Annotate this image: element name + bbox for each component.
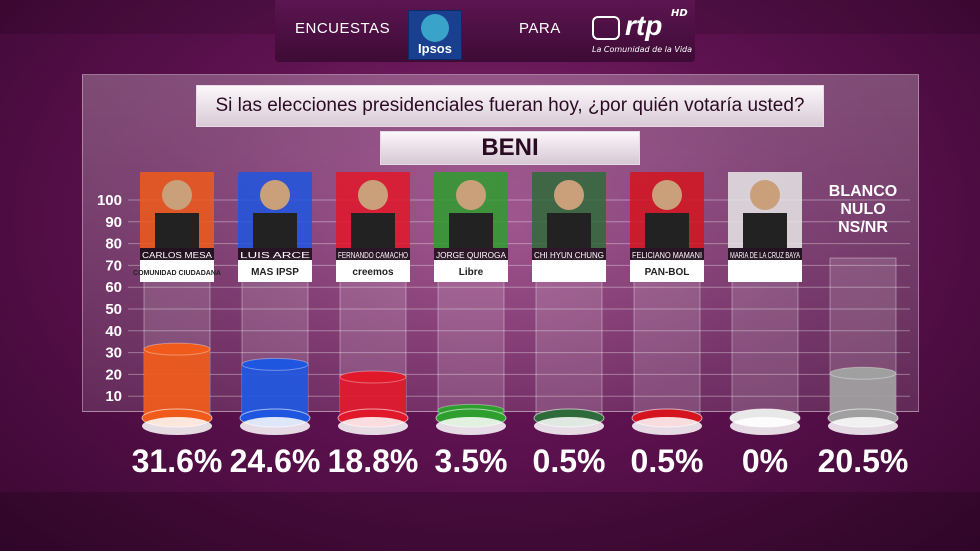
bar-base-rim bbox=[436, 417, 506, 435]
candidate-name: MARIA DE LA CRUZ BAYA bbox=[730, 251, 800, 260]
candidate-suit bbox=[253, 213, 297, 248]
ipsos-mark-icon bbox=[421, 14, 449, 42]
candidate-name-strip bbox=[238, 248, 312, 260]
y-tick-label: 20 bbox=[105, 366, 122, 383]
candidate-suit bbox=[449, 213, 493, 248]
candidate-name-strip bbox=[140, 248, 214, 260]
candidate-face bbox=[750, 180, 780, 210]
bar-base-rim bbox=[730, 417, 800, 435]
rtp-brand: rtp bbox=[625, 10, 663, 41]
party-logo bbox=[336, 260, 410, 282]
candidate-name-strip bbox=[336, 248, 410, 260]
bar-base-rim bbox=[338, 417, 408, 435]
header-bar bbox=[275, 0, 695, 62]
candidate-name-strip bbox=[532, 248, 606, 260]
candidate-name: CHI HYUN CHUNG bbox=[534, 251, 604, 260]
blank-label: BLANCO bbox=[829, 183, 897, 200]
y-tick-label: 70 bbox=[105, 257, 122, 274]
bar-base-rim bbox=[240, 417, 310, 435]
party-logo bbox=[532, 260, 606, 282]
y-tick-label: 60 bbox=[105, 279, 122, 296]
y-tick-label: 10 bbox=[105, 388, 122, 405]
value-label: 24.6% bbox=[230, 443, 321, 479]
candidate-suit bbox=[645, 213, 689, 248]
bar-base-rim bbox=[632, 417, 702, 435]
party-name: PAN-BOL bbox=[645, 267, 690, 278]
candidate-name: FERNANDO CAMACHO bbox=[338, 251, 408, 260]
candidate-suit bbox=[155, 213, 199, 248]
blank-label: NULO bbox=[840, 201, 885, 218]
region-label: BENI bbox=[380, 131, 640, 165]
bar-top bbox=[829, 366, 897, 380]
bar bbox=[144, 349, 210, 418]
candidate-name: FELICIANO MAMANI bbox=[632, 251, 702, 260]
party-logo bbox=[434, 260, 508, 282]
question-title: Si las elecciones presidenciales fueran … bbox=[196, 85, 824, 127]
candidate-face bbox=[358, 180, 388, 210]
y-tick-label: 80 bbox=[105, 236, 122, 253]
candidate-name-strip bbox=[728, 248, 802, 260]
rtp-tagline: La Comunidad de la Vida bbox=[592, 45, 693, 54]
party-logo bbox=[630, 260, 704, 282]
y-tick-label: 50 bbox=[105, 301, 122, 318]
y-tick-label: 40 bbox=[105, 323, 122, 340]
bar-base-rim bbox=[142, 417, 212, 435]
candidate-name-strip bbox=[434, 248, 508, 260]
value-label: 18.8% bbox=[328, 443, 419, 479]
bar-base-rim bbox=[534, 417, 604, 435]
bar-base-rim bbox=[828, 417, 898, 435]
value-label: 0.5% bbox=[631, 443, 704, 479]
value-label: 20.5% bbox=[818, 443, 909, 479]
party-name: creemos bbox=[352, 267, 394, 278]
candidate-name: JORGE QUIROGA bbox=[436, 251, 507, 260]
bottom-band bbox=[0, 492, 980, 551]
ipsos-logo: Ipsos bbox=[408, 10, 462, 60]
rtp-logo: rtp HD La Comunidad de la Vida bbox=[592, 8, 702, 58]
party-name: COMUNIDAD CIUDADANA bbox=[133, 270, 221, 277]
party-logo bbox=[140, 260, 214, 282]
encuestas-label: ENCUESTAS bbox=[295, 20, 391, 37]
rtp-hd-badge: HD bbox=[671, 8, 688, 19]
glass-cylinder bbox=[535, 257, 603, 419]
value-label: 3.5% bbox=[435, 443, 508, 479]
party-logo bbox=[728, 260, 802, 282]
rtp-mark-icon bbox=[592, 16, 620, 40]
bar-top bbox=[339, 370, 407, 384]
value-label: 0% bbox=[742, 443, 788, 479]
y-tick-label: 90 bbox=[105, 214, 122, 231]
candidate-face bbox=[456, 180, 486, 210]
bar-top bbox=[143, 342, 211, 356]
y-tick-label: 30 bbox=[105, 345, 122, 362]
candidate-face bbox=[652, 180, 682, 210]
candidate-suit bbox=[547, 213, 591, 248]
ipsos-logo-text: Ipsos bbox=[418, 41, 452, 56]
blank-label: NS/NR bbox=[838, 219, 888, 236]
candidate-suit bbox=[351, 213, 395, 248]
glass-cylinder bbox=[437, 257, 505, 419]
candidate-name: CARLOS MESA bbox=[142, 251, 213, 260]
party-name: Libre bbox=[459, 267, 484, 278]
para-label: PARA bbox=[519, 20, 561, 37]
candidate-name: LUIS ARCE bbox=[240, 251, 310, 260]
value-label: 31.6% bbox=[132, 443, 223, 479]
candidate-face bbox=[162, 180, 192, 210]
candidate-face bbox=[554, 180, 584, 210]
party-name: MAS IPSP bbox=[251, 267, 299, 278]
y-tick-label: 100 bbox=[97, 192, 122, 209]
candidate-face bbox=[260, 180, 290, 210]
party-logo bbox=[238, 260, 312, 282]
candidate-name-strip bbox=[630, 248, 704, 260]
bar-top bbox=[241, 357, 309, 371]
value-label: 0.5% bbox=[533, 443, 606, 479]
candidate-suit bbox=[743, 213, 787, 248]
